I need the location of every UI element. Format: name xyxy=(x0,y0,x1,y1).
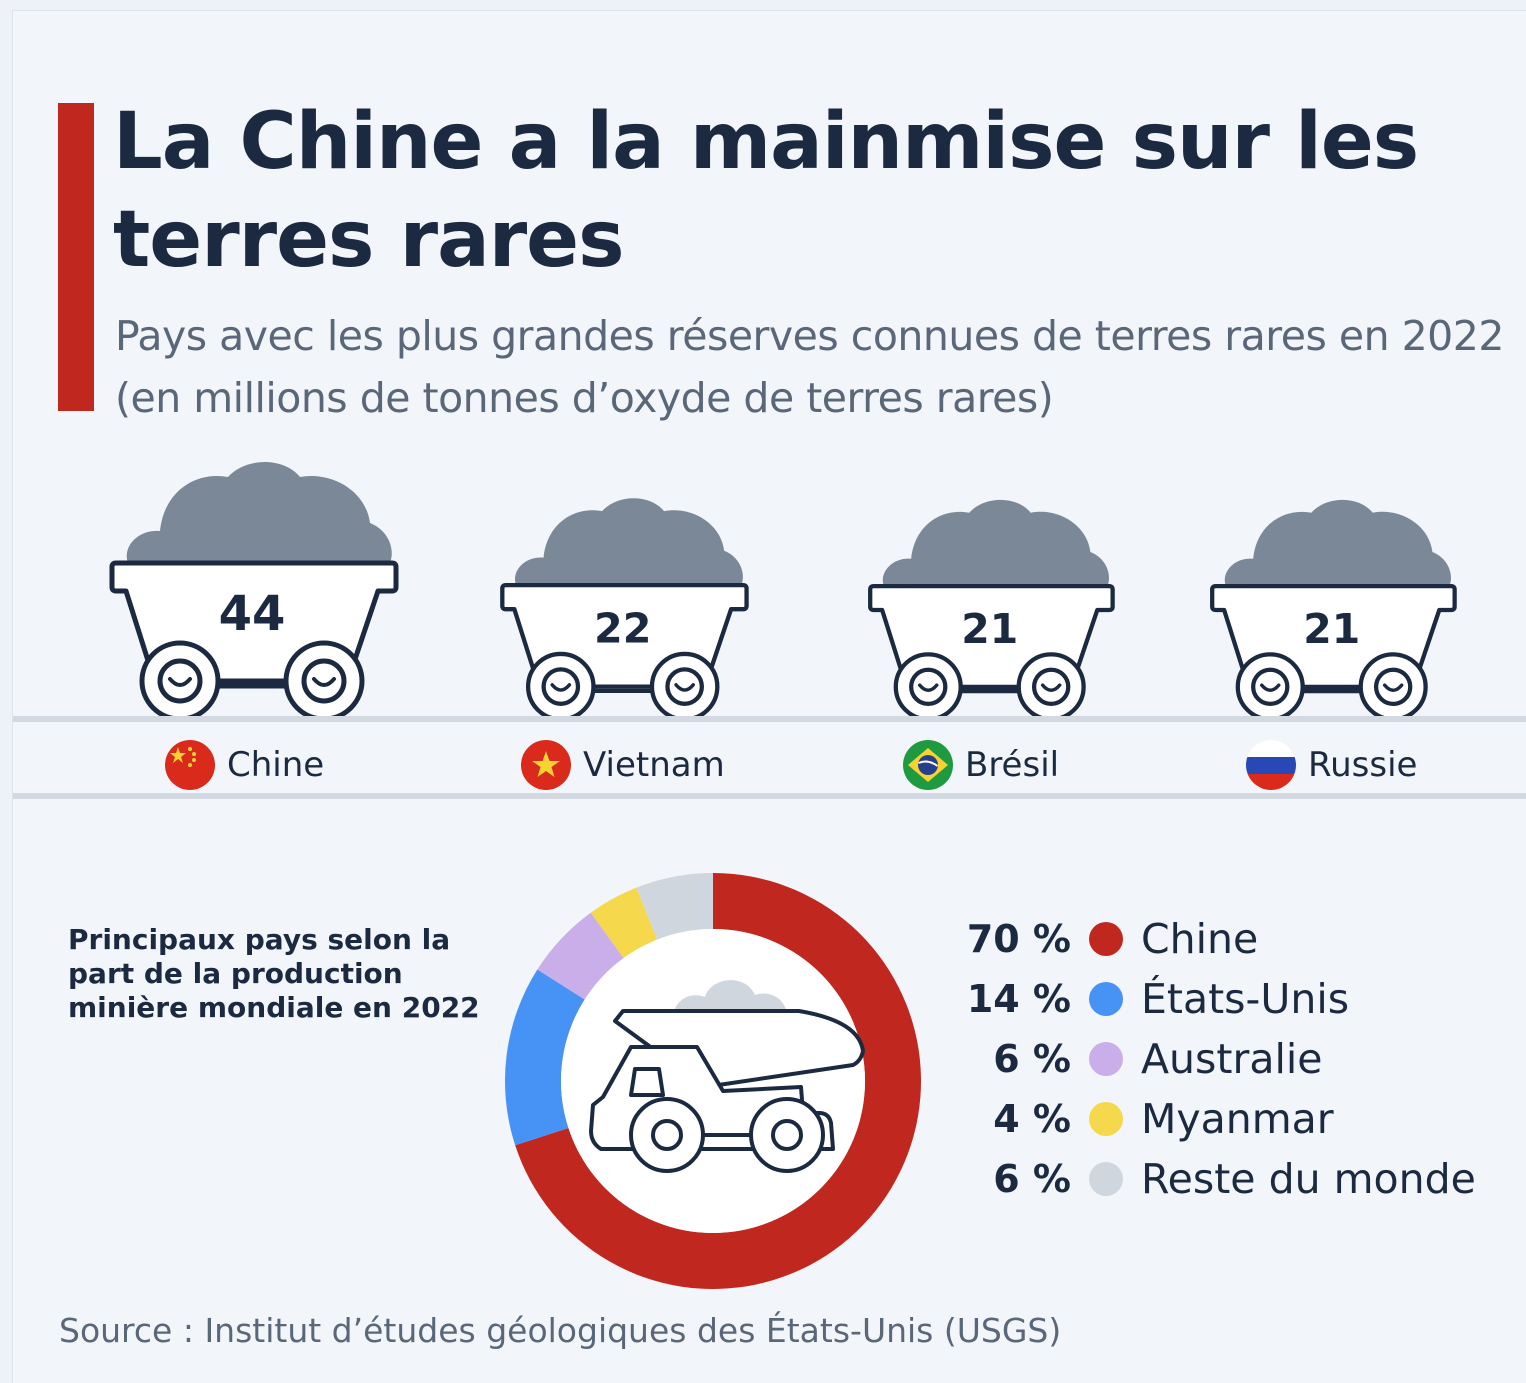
ore-pile xyxy=(514,498,743,586)
legend-percent: 6 % xyxy=(993,1037,1071,1081)
legend-label: Australie xyxy=(1141,1035,1323,1083)
donut-legend: 70 % Chine 14 % États-Unis 6 % Australie 4 % My… xyxy=(943,909,1476,1209)
legend-item: 6 % Reste du monde xyxy=(943,1149,1476,1209)
cart-wheel-hub xyxy=(1031,667,1071,707)
donut-slice xyxy=(537,912,624,1000)
legend-item: 14 % États-Unis xyxy=(943,969,1476,1029)
cart-wheel-detail xyxy=(674,683,695,692)
country-label-bresil: Brésil xyxy=(903,739,1059,791)
donut-slice xyxy=(505,969,585,1146)
legend-item: 70 % Chine xyxy=(943,909,1476,969)
legend-item: 6 % Australie xyxy=(943,1029,1476,1089)
ore-pile xyxy=(1224,499,1452,587)
reserve-cart: 44 xyxy=(109,462,399,721)
country-label-russie: Russie xyxy=(1246,739,1417,791)
cart-wheel-hub xyxy=(541,667,581,706)
mining-truck-icon xyxy=(589,980,865,1173)
reserves-chart: 44 22 21 21 xyxy=(109,462,1457,721)
cart-wheel-hub xyxy=(909,667,948,707)
reserve-cart: 21 xyxy=(1210,499,1457,721)
legend-swatch xyxy=(1089,1162,1123,1196)
ore-pile xyxy=(126,462,392,563)
cart-wheel-hub xyxy=(157,658,203,704)
reserve-value-label: 21 xyxy=(961,605,1018,653)
cart-wheel-hub xyxy=(301,658,347,704)
country-name: Brésil xyxy=(965,745,1060,785)
chart-title: La Chine a la mainmise sur les terres ra… xyxy=(113,97,1419,285)
production-chart-title: Principaux pays selon la part de la prod… xyxy=(68,923,480,1024)
country-name: Russie xyxy=(1308,745,1418,785)
cart-wheel-detail xyxy=(1382,683,1404,692)
legend-swatch xyxy=(1089,1042,1123,1076)
cart-wheel-detail xyxy=(1040,683,1062,692)
rail-top xyxy=(13,716,1526,722)
cart-wheel-detail xyxy=(1260,683,1281,692)
cart-wheel-detail xyxy=(168,677,192,687)
production-donut-chart xyxy=(505,873,921,1289)
country-name: Chine xyxy=(227,745,325,785)
legend-percent: 6 % xyxy=(993,1157,1071,1201)
truck-wheel-hub xyxy=(771,1119,803,1151)
cart-wheel-detail xyxy=(918,683,939,692)
russia-flag-icon xyxy=(1246,740,1296,790)
legend-label: Reste du monde xyxy=(1141,1155,1476,1203)
legend-swatch xyxy=(1089,982,1123,1016)
legend-percent: 4 % xyxy=(993,1097,1071,1141)
reserve-cart: 21 xyxy=(868,499,1115,721)
truck-wheel-hub xyxy=(651,1119,683,1151)
reserve-value-label: 44 xyxy=(219,586,286,642)
source-note: Source : Institut d’études géologiques d… xyxy=(59,1311,1062,1350)
legend-swatch xyxy=(1089,922,1123,956)
accent-bar xyxy=(58,103,94,411)
legend-label: Chine xyxy=(1141,915,1259,963)
legend-percent: 70 % xyxy=(966,917,1071,961)
cart-wheel-detail xyxy=(312,677,336,687)
reserve-value-label: 22 xyxy=(594,605,651,653)
infographic-card: La Chine a la mainmise sur les terres ra… xyxy=(12,10,1526,1383)
china-flag-icon xyxy=(165,740,215,790)
ore-pile xyxy=(882,499,1110,587)
reserve-cart: 22 xyxy=(500,498,749,721)
chart-subtitle: Pays avec les plus grandes réserves conn… xyxy=(115,312,1504,422)
vietnam-flag-icon xyxy=(521,740,571,790)
country-label-vietnam: Vietnam xyxy=(521,739,725,791)
cart-wheel-hub xyxy=(1251,667,1290,707)
legend-item: 4 % Myanmar xyxy=(943,1089,1476,1149)
truck-window xyxy=(629,1067,665,1097)
country-name: Vietnam xyxy=(583,745,725,785)
truck-dump-bed xyxy=(613,1009,865,1089)
legend-percent: 14 % xyxy=(966,977,1071,1021)
rail-bottom xyxy=(13,793,1526,799)
cart-wheel-hub xyxy=(1373,667,1413,707)
country-label-chine: Chine xyxy=(165,739,324,791)
donut-slice xyxy=(636,873,713,940)
reserve-value-label: 21 xyxy=(1303,605,1360,653)
legend-label: Myanmar xyxy=(1141,1095,1334,1143)
legend-label: États-Unis xyxy=(1141,975,1350,1023)
cart-wheel-hub xyxy=(665,667,704,706)
cart-wheel-detail xyxy=(550,683,572,692)
brazil-flag-icon xyxy=(903,740,953,790)
legend-swatch xyxy=(1089,1102,1123,1136)
donut-slice xyxy=(590,887,658,959)
